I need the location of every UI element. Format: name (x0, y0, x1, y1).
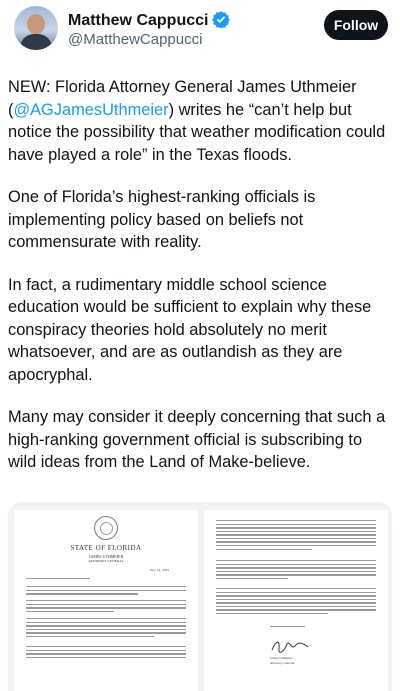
follow-button[interactable]: Follow (324, 10, 388, 40)
tweet-header: Matthew Cappucci @MatthewCappucci Follow (0, 0, 400, 64)
verified-badge-icon (212, 11, 231, 28)
avatar[interactable] (14, 6, 58, 50)
signer-name: James Uthmeier (270, 656, 293, 660)
letter-body-lines-2 (26, 586, 186, 597)
attached-letter-image[interactable]: STATE OF FLORIDA JAMES UTHMEIER ATTORNEY… (8, 502, 392, 691)
signature-icon (271, 641, 309, 653)
letter-office: ATTORNEY GENERAL (88, 559, 124, 563)
tweet-paragraph-2: One of Florida’s highest-ranking officia… (8, 188, 316, 251)
letter-body-lines-4 (26, 618, 186, 639)
letter-body-lines-6 (216, 520, 376, 552)
author-name[interactable]: Matthew Cappucci (68, 12, 209, 29)
letter-official-name: JAMES UTHMEIER (88, 554, 124, 559)
author-name-row[interactable]: Matthew Cappucci (68, 10, 231, 30)
letter-body-lines-1 (26, 578, 186, 582)
letter-state-title: STATE OF FLORIDA (70, 544, 142, 552)
tweet-paragraph-3: In fact, a rudimentary middle school sci… (8, 275, 372, 384)
tweet-paragraph-4: Many may consider it deeply concerning t… (8, 408, 386, 471)
signer-title: Attorney General (270, 661, 295, 665)
author-handle[interactable]: @MatthewCappucci (68, 31, 203, 48)
letter-body-lines-3 (26, 600, 186, 614)
letter-body-lines-5 (26, 646, 186, 660)
letter-body-lines-7 (216, 560, 376, 581)
tweet-text-segment: ) writes he “can’t help but notice the p… (8, 100, 386, 164)
letter-page-1[interactable]: STATE OF FLORIDA JAMES UTHMEIER ATTORNEY… (14, 510, 198, 691)
tweet-text-segment: NEW: Florida Attorney General James Uthm… (8, 78, 357, 119)
tweet-text: NEW: Florida Attorney General James Uthm… (8, 76, 392, 494)
avatar-head (27, 14, 45, 34)
letter-page-2[interactable]: James Uthmeier Attorney General (204, 510, 388, 691)
letter-body-lines-8 (216, 588, 376, 617)
letter-signature-block: James Uthmeier Attorney General (270, 656, 294, 666)
letter-closing (216, 626, 376, 630)
letter-date: July 14, 2025 (150, 568, 169, 572)
avatar-body (20, 34, 52, 50)
florida-seal-icon (94, 516, 118, 540)
mention-link[interactable]: @AGJamesUthmeier (13, 100, 169, 119)
tweet-paragraph-1: NEW: Florida Attorney General James Uthm… (8, 76, 392, 166)
